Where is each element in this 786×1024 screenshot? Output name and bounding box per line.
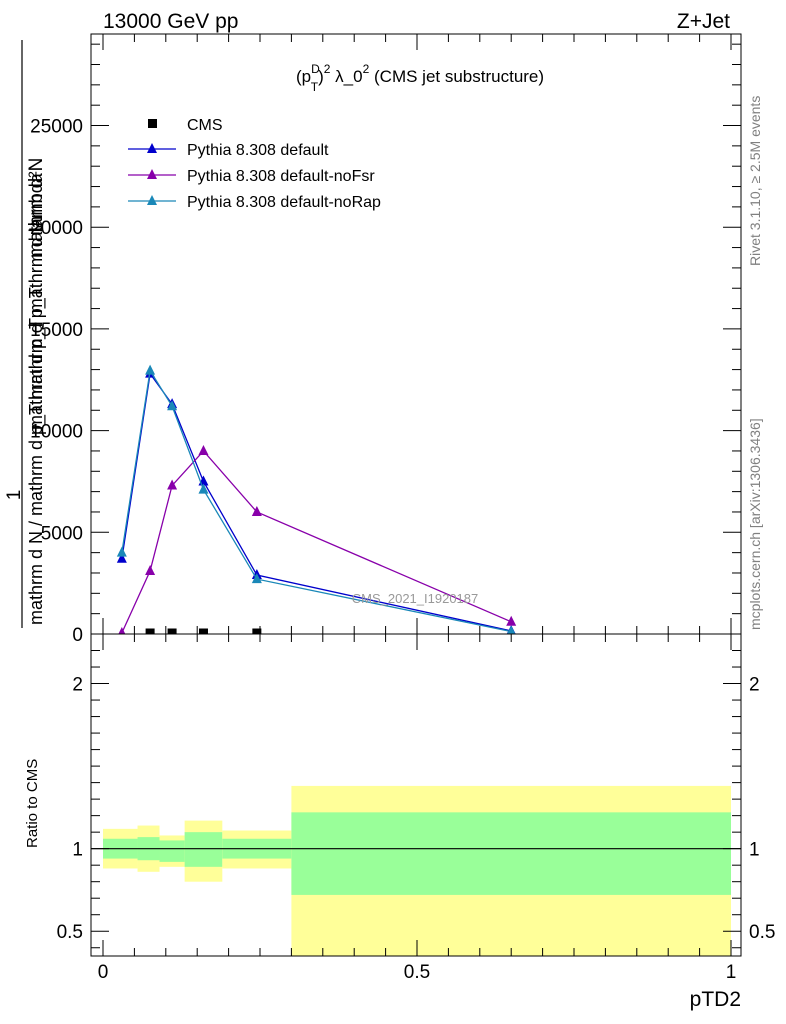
x-tick-label: 1 [726,962,737,983]
series-0 [145,628,262,638]
ratio-y-tick-label-right: 0.5 [749,922,775,943]
series-marker [167,479,178,490]
legend-label-norap: Pythia 8.308 default-noRap [187,194,381,211]
series-marker [198,444,209,455]
legend-marker-norap [147,195,157,205]
ratio-y-tick-label: 1 [72,840,83,861]
ratio-y-tick-label-right: 2 [749,675,760,696]
analysis-watermark: CMS_2021_I1920187 [352,591,479,606]
main-plot-frame [90,33,742,635]
series-marker [167,400,178,411]
ratio-band-inner [184,832,223,867]
legend-marker-default [147,143,157,153]
series-line [121,449,512,634]
ratio-band-inner [159,840,185,862]
ratio-y-axis-label: Ratio to CMS [24,759,41,848]
ratio-y-tick-label: 2 [72,675,83,696]
legend-item-nofsr: Pythia 8.308 default-noFsr [128,168,375,185]
ylabel-denominator: mathrm d N / mathrm d p_T mathrm d p_T [26,287,47,625]
main-y-tick-label: 15000 [30,320,83,341]
legend-item-norap: Pythia 8.308 default-noRap [128,194,381,211]
series-2 [116,444,517,637]
mcplots-label: mcplots.cern.ch [arXiv:1306.3436] [747,418,763,630]
x-tick-label: 0.5 [404,962,430,983]
plot-title: (pD T)2 λ_02 (CMS jet substructure) [296,62,544,94]
legend-marker-nofsr [147,169,157,179]
series-layer [116,364,517,638]
x-axis-label: pTD2 [690,988,741,1011]
legend-item-cms: CMS [148,117,223,134]
legend-marker-cms [148,119,157,128]
series-3 [116,364,517,636]
series-marker [251,573,262,584]
main-y-tick-label: 0 [72,625,83,646]
legend-label-nofsr: Pythia 8.308 default-noFsr [187,168,375,185]
main-y-tick-label: 25000 [30,117,83,138]
series-line [121,368,512,633]
rivet-label: Rivet 3.1.10, ≥ 2.5M events [747,96,763,266]
series-marker [145,564,156,575]
legend: CMS Pythia 8.308 default Pythia 8.308 de… [128,117,381,211]
ylabel-numerator-line2: mathrm d p_T mathrm d lambda [26,172,47,430]
legend-label-default: Pythia 8.308 default [187,142,329,159]
ratio-plot-frame [90,633,742,957]
ratio-axis-ticks [91,634,741,956]
x-tick-labels: 0 0.5 1 [98,962,737,983]
ylabel-numerator: mathrm d²N [26,158,47,258]
series-marker [198,483,209,494]
main-y-tick-label: 10000 [30,422,83,443]
ratio-y-tick-labels: 0.5 0.5 1 1 2 2 [57,675,776,944]
main-y-tick-label: 20000 [30,218,83,239]
ratio-band-inner [291,812,731,895]
ylabel-one: 1 [4,490,25,501]
main-y-tick-label: 5000 [41,523,83,544]
series-marker [506,625,517,636]
series-marker [251,505,262,516]
x-tick-label: 0 [98,962,109,983]
series-marker [116,546,127,557]
legend-label-cms: CMS [187,117,223,134]
series-marker [506,615,517,626]
header-right: Z+Jet [677,10,730,33]
series-marker [116,552,127,563]
ratio-y-tick-label-right: 1 [749,840,760,861]
header-left: 13000 GeV pp [103,10,238,33]
cms-data-point [252,628,262,638]
main-y-tick-labels: 0 5000 10000 15000 20000 25000 [30,117,83,646]
cms-data-point [145,628,155,638]
main-y-axis-label: mathrm d²N mathrm d p_T mathrm d lambda … [4,40,47,628]
legend-item-default: Pythia 8.308 default [128,142,329,159]
cms-data-point [167,628,177,638]
cms-data-point [198,628,208,638]
series-marker [145,364,156,375]
ratio-y-tick-label: 0.5 [57,922,83,943]
ratio-bands [103,785,731,956]
